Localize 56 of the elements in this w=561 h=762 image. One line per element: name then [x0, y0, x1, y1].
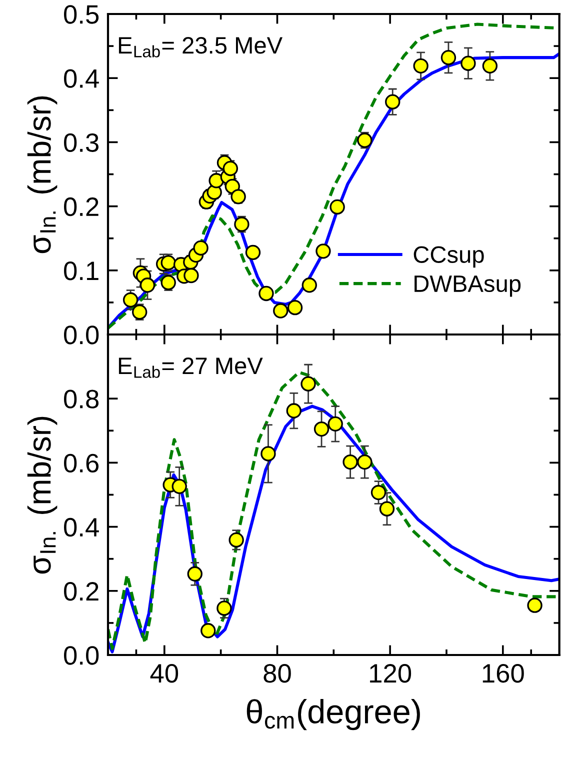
point — [216, 600, 232, 616]
point — [222, 160, 238, 176]
point — [460, 56, 476, 71]
point — [330, 199, 345, 215]
point — [187, 566, 202, 582]
point — [286, 403, 302, 418]
point — [260, 446, 276, 462]
point — [379, 501, 395, 516]
point — [482, 58, 498, 74]
point — [172, 478, 187, 494]
annotation: E$_{Lab}$= 27 MeV — [118, 358, 263, 378]
y-tick-label: 0.2 — [64, 197, 98, 216]
point — [357, 454, 372, 470]
y-axis-title: σ$_{In.}$ (mb/sr) — [27, 96, 58, 254]
point — [200, 623, 216, 638]
y-tick-label: 0.2 — [64, 582, 98, 601]
x-tick-label: 80 — [264, 664, 291, 683]
point — [208, 173, 224, 188]
point — [342, 454, 358, 470]
point — [316, 244, 331, 259]
x-tick-label: 160 — [482, 664, 524, 683]
point — [314, 421, 330, 437]
point — [273, 303, 288, 318]
point — [385, 94, 400, 110]
y-tick-label: 0.4 — [64, 69, 99, 88]
point — [302, 278, 318, 293]
legend-label: CCsup — [414, 246, 484, 268]
point — [228, 532, 244, 548]
y-tick-label: 0.6 — [64, 454, 99, 473]
point — [440, 50, 456, 66]
legend-label: DWBAsup — [414, 276, 521, 297]
point — [245, 244, 261, 260]
y-tick-label: 0.0 — [64, 646, 99, 665]
point — [370, 484, 386, 500]
point — [193, 240, 208, 256]
annotation: E$_{Lab}$= 23.5 MeV — [118, 37, 282, 58]
point — [132, 304, 148, 320]
x-tick-label: 40 — [150, 664, 178, 683]
y-axis-title: σ$_{In.}$ (mb/sr) — [27, 416, 58, 574]
point — [413, 58, 428, 74]
point — [328, 416, 343, 432]
point — [287, 300, 303, 316]
y-tick-label: 0.0 — [64, 326, 99, 344]
point — [160, 255, 176, 270]
x-tick-label: 120 — [370, 664, 412, 683]
y-tick-label: 0.5 — [64, 5, 99, 24]
point — [122, 292, 138, 308]
point — [300, 376, 316, 392]
point — [184, 268, 199, 284]
point — [258, 286, 274, 302]
point — [527, 598, 542, 613]
y-tick-label: 0.8 — [64, 390, 99, 408]
y-tick-label: 0.1 — [64, 262, 98, 280]
y-tick-label: 0.4 — [64, 518, 99, 537]
x-axis-title: θ$_{cm}$(degree) — [246, 699, 420, 730]
y-tick-label: 0.3 — [64, 133, 99, 152]
